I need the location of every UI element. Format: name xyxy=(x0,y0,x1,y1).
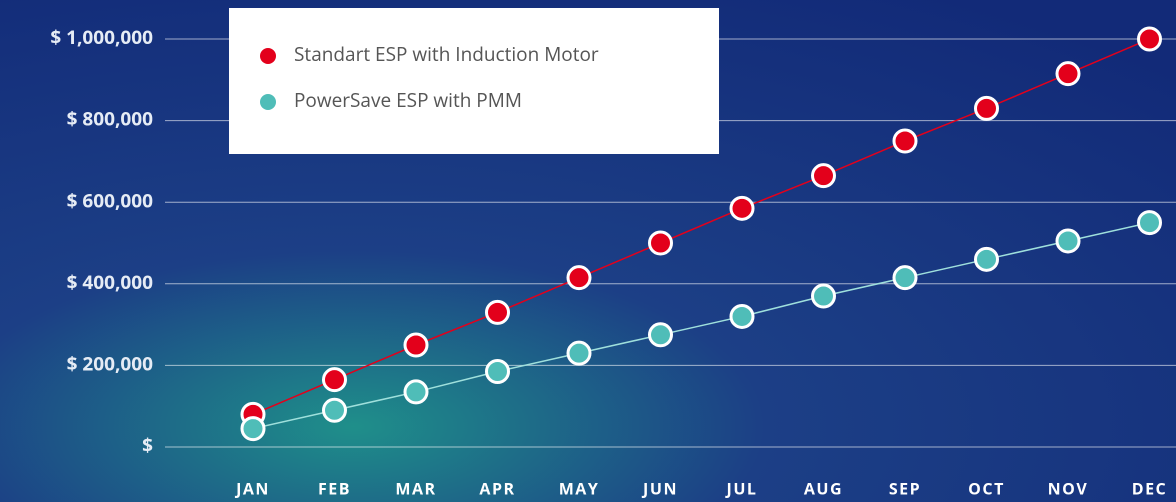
y-tick-label: $ 400,000 xyxy=(67,269,154,295)
legend-swatch xyxy=(260,48,276,64)
x-tick-label: APR xyxy=(479,477,515,499)
data-point xyxy=(813,285,835,307)
y-tick-label: $ 800,000 xyxy=(67,106,154,132)
data-point xyxy=(731,305,753,327)
data-point xyxy=(650,232,672,254)
legend-label: PowerSave ESP with PMM xyxy=(294,87,522,113)
x-tick-label: SEP xyxy=(889,477,921,499)
data-point xyxy=(976,248,998,270)
x-tick-label: MAY xyxy=(559,477,600,499)
x-tick-label: DEC xyxy=(1132,477,1168,499)
data-point xyxy=(1057,63,1079,85)
data-point xyxy=(487,301,509,323)
x-tick-label: JUL xyxy=(725,477,758,499)
chart: $ $ 200,000 $ 400,000 $ 600,000 $ 800,000 $ 1… xyxy=(0,0,1176,502)
x-tick-label: JAN xyxy=(234,477,270,499)
y-tick-label: $ 1,000,000 xyxy=(50,24,153,50)
data-point xyxy=(813,165,835,187)
data-point xyxy=(405,334,427,356)
data-point xyxy=(894,130,916,152)
x-tick-label: FEB xyxy=(318,477,351,499)
data-point xyxy=(487,361,509,383)
legend-swatch xyxy=(260,94,276,110)
data-point xyxy=(568,342,590,364)
data-point xyxy=(1139,212,1161,234)
data-point xyxy=(976,97,998,119)
legend-label: Standart ESP with Induction Motor xyxy=(294,41,599,67)
legend-box xyxy=(229,8,719,154)
data-point xyxy=(568,267,590,289)
data-point xyxy=(894,267,916,289)
x-tick-label: JUN xyxy=(641,477,678,499)
x-tick-label: NOV xyxy=(1048,477,1089,499)
x-tick-label: OCT xyxy=(968,477,1005,499)
data-point xyxy=(1057,230,1079,252)
x-tick-label: AUG xyxy=(804,477,843,499)
x-tick-label: MAR xyxy=(395,477,436,499)
y-tick-label: $ 600,000 xyxy=(67,187,154,213)
data-point xyxy=(405,381,427,403)
y-tick-label: $ xyxy=(142,432,153,458)
data-point xyxy=(324,369,346,391)
data-point xyxy=(242,418,264,440)
data-point xyxy=(650,324,672,346)
y-tick-label: $ 200,000 xyxy=(67,350,154,376)
data-point xyxy=(1139,28,1161,50)
data-point xyxy=(731,197,753,219)
data-point xyxy=(324,399,346,421)
